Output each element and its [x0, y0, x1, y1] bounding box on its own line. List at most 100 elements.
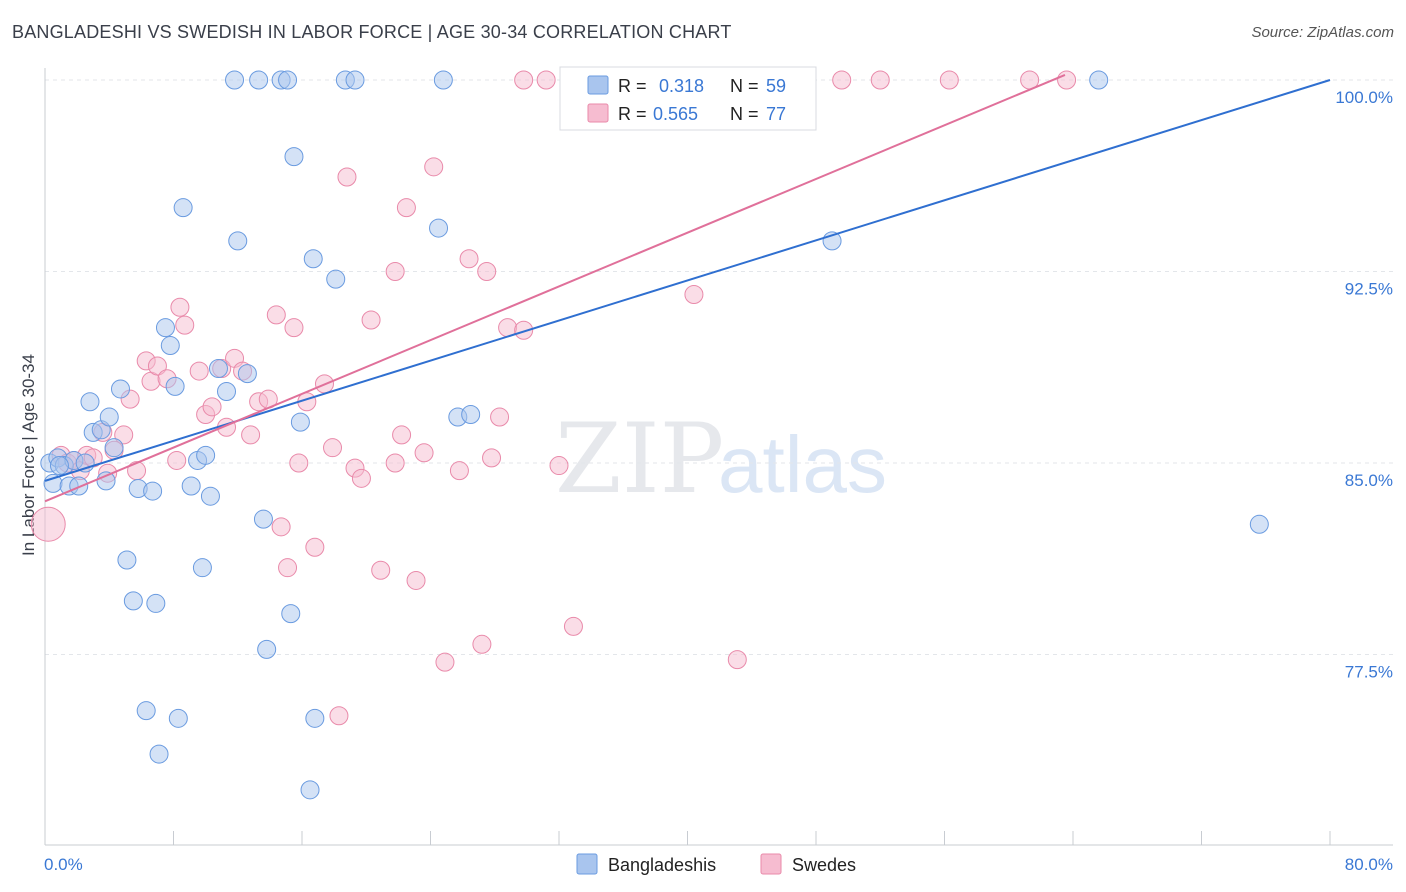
y-tick-label: 85.0% — [1345, 471, 1393, 490]
data-point — [1249, 514, 1269, 534]
data-point — [147, 356, 167, 376]
y-tick-label: 77.5% — [1345, 663, 1393, 682]
data-point — [123, 591, 143, 611]
legend-n-value-blue: 59 — [766, 76, 786, 96]
data-point — [371, 560, 391, 580]
data-point — [351, 468, 371, 488]
data-point — [30, 506, 66, 542]
legend-n-label-pink: N = — [730, 104, 759, 124]
data-point — [472, 634, 492, 654]
data-point — [241, 425, 261, 445]
legend-n-value-pink: 77 — [766, 104, 786, 124]
data-point — [165, 376, 185, 396]
data-point — [435, 652, 455, 672]
data-point — [136, 701, 156, 721]
watermark-atlas: atlas — [718, 420, 887, 509]
data-point — [424, 157, 444, 177]
legend-swatch-pink — [587, 103, 609, 123]
data-point — [278, 558, 298, 578]
data-point — [271, 517, 291, 537]
data-point — [173, 198, 193, 218]
data-point — [284, 318, 304, 338]
data-point — [832, 70, 852, 90]
data-point — [490, 407, 510, 427]
data-point — [117, 550, 137, 570]
data-point — [143, 481, 163, 501]
data-point — [290, 412, 310, 432]
data-point — [99, 407, 119, 427]
data-point — [326, 269, 346, 289]
data-point — [1057, 70, 1077, 90]
data-point — [727, 650, 747, 670]
data-point — [385, 453, 405, 473]
data-point — [1089, 70, 1109, 90]
data-point — [414, 443, 434, 463]
data-point — [225, 70, 245, 90]
series-swedes — [30, 70, 1077, 726]
data-point — [303, 249, 323, 269]
data-point — [69, 476, 89, 496]
data-point — [433, 70, 453, 90]
trend-lines — [44, 73, 1331, 503]
data-point — [237, 364, 257, 384]
data-point — [114, 425, 134, 445]
data-point — [192, 558, 212, 578]
data-point — [323, 438, 343, 458]
data-point — [337, 167, 357, 187]
trend-line-bangladeshis — [44, 79, 1331, 482]
data-point — [146, 593, 166, 613]
bottom-legend-label-pink: Swedes — [792, 855, 856, 875]
data-point — [482, 448, 502, 468]
y-tick-labels: 100.0% 92.5% 85.0% 77.5% — [1335, 88, 1393, 682]
data-point — [149, 744, 169, 764]
legend-r-value-pink: 0.565 — [653, 104, 698, 124]
bottom-legend-label-blue: Bangladeshis — [608, 855, 716, 875]
data-point — [461, 404, 481, 424]
source-credit: Source: ZipAtlas.com — [1251, 24, 1394, 41]
data-point — [939, 70, 959, 90]
data-point — [200, 486, 220, 506]
data-point — [396, 198, 416, 218]
data-point — [536, 70, 556, 90]
data-point — [257, 639, 277, 659]
data-point — [96, 471, 116, 491]
legend-r-label-blue: R = — [618, 76, 647, 96]
data-point — [406, 570, 426, 590]
data-point — [385, 262, 405, 281]
data-point — [289, 453, 309, 473]
data-point — [155, 318, 175, 338]
chart-title: BANGLADESHI VS SWEDISH IN LABOR FORCE | … — [12, 22, 732, 42]
data-point — [459, 249, 479, 269]
data-point — [514, 70, 534, 90]
data-point — [127, 461, 147, 481]
data-point — [253, 509, 273, 529]
legend-n-label-blue: N = — [730, 76, 759, 96]
data-point — [278, 70, 298, 90]
data-point — [563, 616, 583, 636]
data-point — [266, 305, 286, 325]
trend-line-swedes — [44, 73, 1066, 503]
data-point — [429, 218, 449, 238]
data-point — [684, 284, 704, 304]
data-point — [345, 70, 365, 90]
data-point — [300, 780, 320, 800]
bottom-legend-swatch-pink — [760, 853, 782, 875]
bottom-legend-swatch-blue — [576, 853, 598, 875]
data-point — [514, 320, 534, 340]
data-point — [305, 537, 325, 557]
data-point — [196, 445, 216, 465]
data-point — [284, 147, 304, 167]
x-tick-label-max: 80.0% — [1345, 855, 1393, 874]
data-point — [249, 70, 269, 90]
x-tick-label-min: 0.0% — [44, 855, 83, 874]
data-point — [228, 231, 248, 251]
data-point — [281, 604, 301, 624]
data-point — [202, 397, 222, 417]
data-point — [392, 425, 412, 445]
data-point — [168, 708, 188, 728]
data-point — [870, 70, 890, 90]
data-point — [175, 315, 195, 335]
data-point — [189, 361, 209, 381]
data-point — [449, 461, 469, 481]
